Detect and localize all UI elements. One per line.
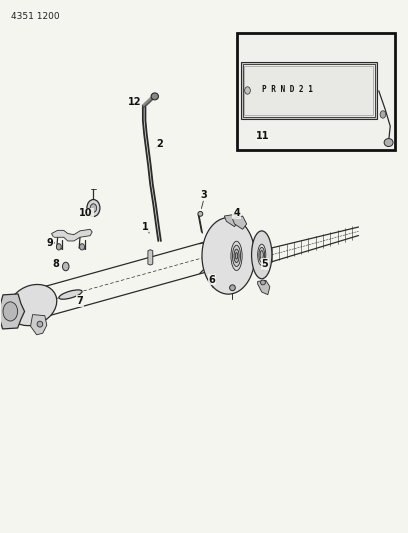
Ellipse shape bbox=[230, 285, 235, 290]
Circle shape bbox=[56, 244, 61, 250]
Ellipse shape bbox=[258, 244, 266, 265]
Polygon shape bbox=[0, 294, 24, 329]
Text: 12: 12 bbox=[128, 96, 142, 107]
Text: 9: 9 bbox=[46, 238, 53, 247]
Text: P R N D 2 1: P R N D 2 1 bbox=[262, 85, 313, 94]
Polygon shape bbox=[258, 280, 270, 295]
Bar bbox=[244, 66, 373, 115]
Ellipse shape bbox=[87, 199, 100, 216]
Circle shape bbox=[380, 111, 386, 118]
Text: 2: 2 bbox=[156, 139, 163, 149]
Polygon shape bbox=[224, 214, 239, 227]
Ellipse shape bbox=[151, 93, 158, 100]
Circle shape bbox=[80, 244, 84, 250]
Text: 8: 8 bbox=[52, 259, 59, 269]
Ellipse shape bbox=[260, 251, 264, 259]
Circle shape bbox=[62, 262, 69, 271]
Polygon shape bbox=[51, 229, 92, 241]
Polygon shape bbox=[143, 107, 161, 241]
Text: 3: 3 bbox=[201, 190, 207, 200]
Ellipse shape bbox=[90, 204, 97, 212]
Circle shape bbox=[3, 302, 18, 321]
Ellipse shape bbox=[9, 285, 57, 326]
Ellipse shape bbox=[37, 321, 43, 327]
Ellipse shape bbox=[235, 253, 238, 259]
Ellipse shape bbox=[231, 241, 242, 270]
Bar bbox=[241, 61, 377, 119]
Text: 1: 1 bbox=[142, 222, 149, 232]
Ellipse shape bbox=[252, 231, 272, 279]
Text: 5: 5 bbox=[262, 259, 268, 269]
Ellipse shape bbox=[234, 249, 239, 263]
Text: 10: 10 bbox=[79, 208, 93, 219]
Polygon shape bbox=[31, 314, 47, 335]
Ellipse shape bbox=[261, 280, 265, 285]
Polygon shape bbox=[202, 217, 257, 294]
Polygon shape bbox=[148, 249, 153, 265]
Ellipse shape bbox=[233, 245, 241, 266]
Circle shape bbox=[245, 87, 251, 94]
Bar bbox=[243, 64, 375, 117]
Text: 7: 7 bbox=[77, 296, 83, 306]
Polygon shape bbox=[233, 216, 247, 229]
Text: 6: 6 bbox=[209, 275, 215, 285]
Text: 4351 1200: 4351 1200 bbox=[11, 12, 60, 21]
Bar bbox=[237, 33, 395, 150]
Ellipse shape bbox=[384, 139, 393, 147]
Text: 4: 4 bbox=[233, 208, 240, 219]
Ellipse shape bbox=[259, 247, 264, 262]
Text: 11: 11 bbox=[256, 131, 270, 141]
Ellipse shape bbox=[198, 212, 203, 216]
Ellipse shape bbox=[59, 290, 82, 299]
